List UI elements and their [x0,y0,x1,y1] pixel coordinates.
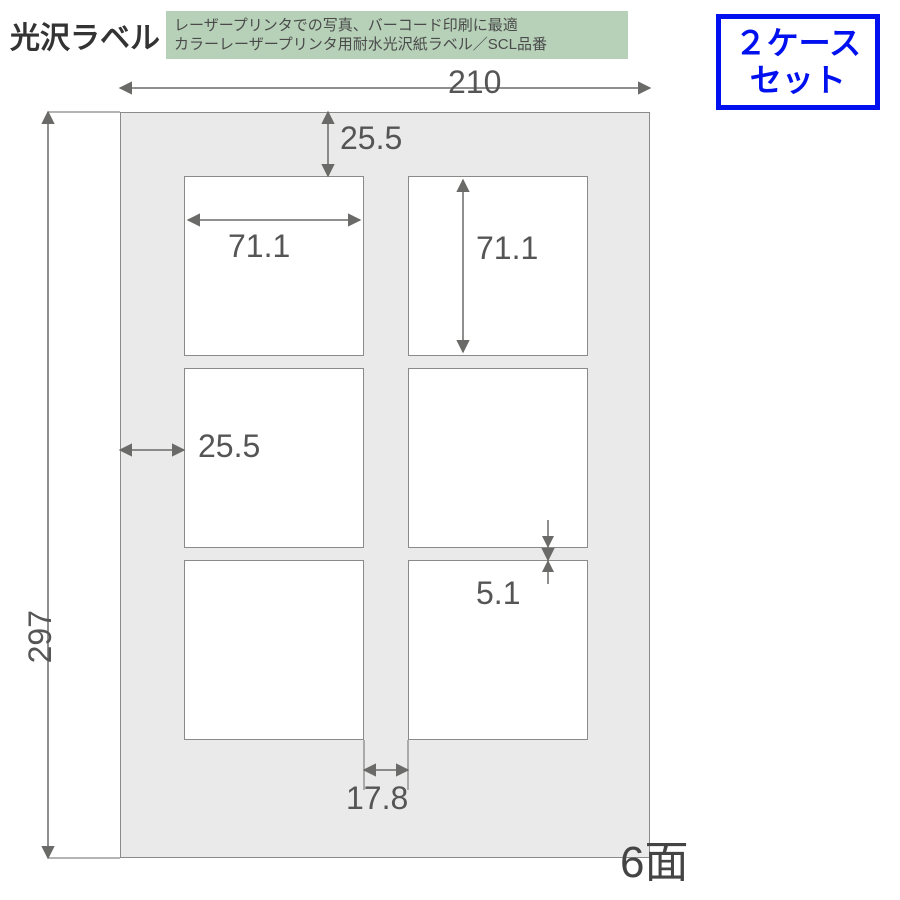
dimension-arrows [28,70,748,890]
promo-line1: ２ケース [735,25,861,62]
dim-height: 297 [22,610,59,663]
dim-left-margin: 25.5 [198,428,260,465]
dim-cell-height: 71.1 [476,230,538,267]
header-line1: レーザープリンタでの写真、バーコード印刷に最適 [174,16,620,36]
dim-gap-y: 5.1 [476,575,520,612]
faces-count: 6面 [620,826,688,890]
header-line2: カラーレーザープリンタ用耐水光沢紙ラベル／SCL品番 [174,35,620,55]
dim-width: 210 [448,64,501,101]
header-band: 光沢ラベル レーザープリンタでの写真、バーコード印刷に最適 カラーレーザープリン… [8,8,628,62]
label-sheet-diagram: 210 297 25.5 71.1 71.1 25.5 5.1 17.8 6面 [28,70,748,890]
dim-top-margin: 25.5 [340,120,402,157]
promo-line2: セット [735,62,861,99]
header-title: 光沢ラベル [8,7,166,63]
header-subtitle: レーザープリンタでの写真、バーコード印刷に最適 カラーレーザープリンタ用耐水光沢… [166,11,628,59]
dim-gap-x: 17.8 [346,780,408,817]
dim-cell-width: 71.1 [228,228,290,265]
